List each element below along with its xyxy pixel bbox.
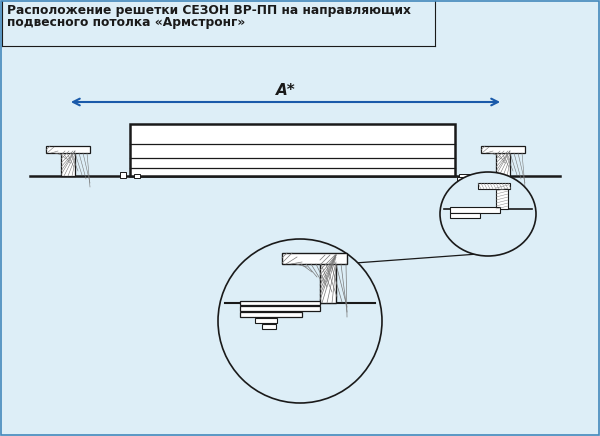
Bar (61, 151, 75, 176)
Bar (255, 318, 277, 323)
Bar (130, 124, 455, 176)
Bar (496, 187, 508, 209)
Text: А*: А* (275, 83, 295, 98)
Bar (450, 207, 500, 213)
Bar (496, 151, 510, 176)
Bar (459, 174, 484, 179)
Bar (450, 213, 480, 218)
Bar (240, 301, 320, 305)
Bar (481, 146, 525, 153)
Bar (262, 324, 276, 329)
Bar (240, 312, 302, 317)
Text: Расположение решетки СЕЗОН ВР-ПП на направляющих: Расположение решетки СЕЗОН ВР-ПП на напр… (7, 4, 411, 17)
Bar (120, 172, 126, 178)
Bar (320, 255, 336, 303)
Bar (282, 253, 347, 264)
Ellipse shape (440, 172, 536, 256)
Bar (134, 174, 140, 178)
Bar (478, 183, 510, 189)
Bar (457, 177, 472, 182)
Bar (240, 306, 320, 311)
Circle shape (218, 239, 382, 403)
Bar (46, 146, 90, 153)
Text: подвесного потолка «Армстронг»: подвесного потолка «Армстронг» (7, 16, 245, 29)
